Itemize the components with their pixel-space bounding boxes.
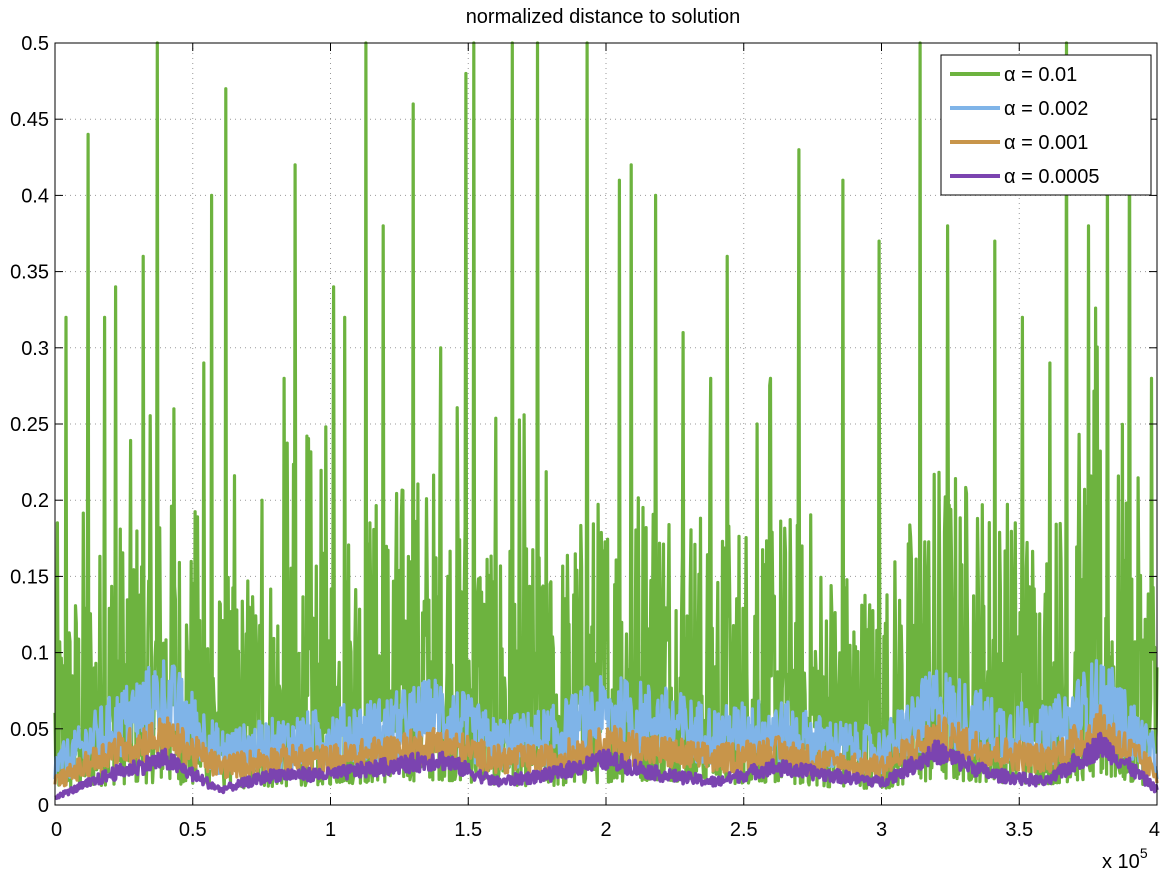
svg-text:x 105: x 105 (1102, 845, 1148, 873)
y-tick-label: 0 (38, 795, 49, 817)
y-tick-label: 0.2 (21, 490, 49, 512)
x-tick-label: 3.5 (1005, 819, 1033, 841)
legend-label: α = 0.0005 (1004, 166, 1100, 188)
series-line (54, 731, 1159, 800)
x-tick-label: 3 (876, 819, 887, 841)
x-tick-label: 2 (600, 819, 611, 841)
legend-label: α = 0.001 (1004, 132, 1088, 154)
x-multiplier-base: x 10 (1102, 851, 1140, 873)
y-tick-label: 0.15 (10, 566, 49, 588)
y-tick-label: 0.05 (10, 719, 49, 741)
y-tick-label: 0.4 (21, 185, 49, 207)
y-tick-label: 0.5 (21, 33, 49, 55)
legend-label: α = 0.002 (1004, 98, 1088, 120)
x-tick-label: 1.5 (454, 819, 482, 841)
legend-label: α = 0.01 (1004, 64, 1077, 86)
x-tick-label: 2.5 (730, 819, 758, 841)
y-tick-label: 0.35 (10, 262, 49, 284)
x-tick-label: 0.5 (179, 819, 207, 841)
legend: α = 0.01 α = 0.002 α = 0.001 α = 0.0005 (940, 54, 1152, 196)
series-lines (53, 41, 1159, 800)
y-tick-label: 0.25 (10, 414, 49, 436)
x-multiplier-exponent: 5 (1140, 845, 1148, 861)
x-tick-label: 4 (1149, 819, 1160, 841)
y-tick-label: 0.1 (21, 643, 49, 665)
x-axis-multiplier: x 105 (1102, 845, 1148, 873)
axis-ticks: 0 0.5 1 1.5 2 2.5 3 3.5 4 0 0.05 0.1 0.15 0.2 0.25 0.3 0… (10, 33, 1160, 841)
x-tick-label: 0 (51, 819, 62, 841)
y-tick-label: 0.3 (21, 338, 49, 360)
series-line (53, 704, 1159, 788)
y-tick-label: 0.45 (10, 109, 49, 131)
legend-box (940, 54, 1152, 196)
x-tick-label: 1 (325, 819, 336, 841)
series-line (53, 41, 1159, 790)
chart-title: normalized distance to solution (466, 6, 741, 28)
